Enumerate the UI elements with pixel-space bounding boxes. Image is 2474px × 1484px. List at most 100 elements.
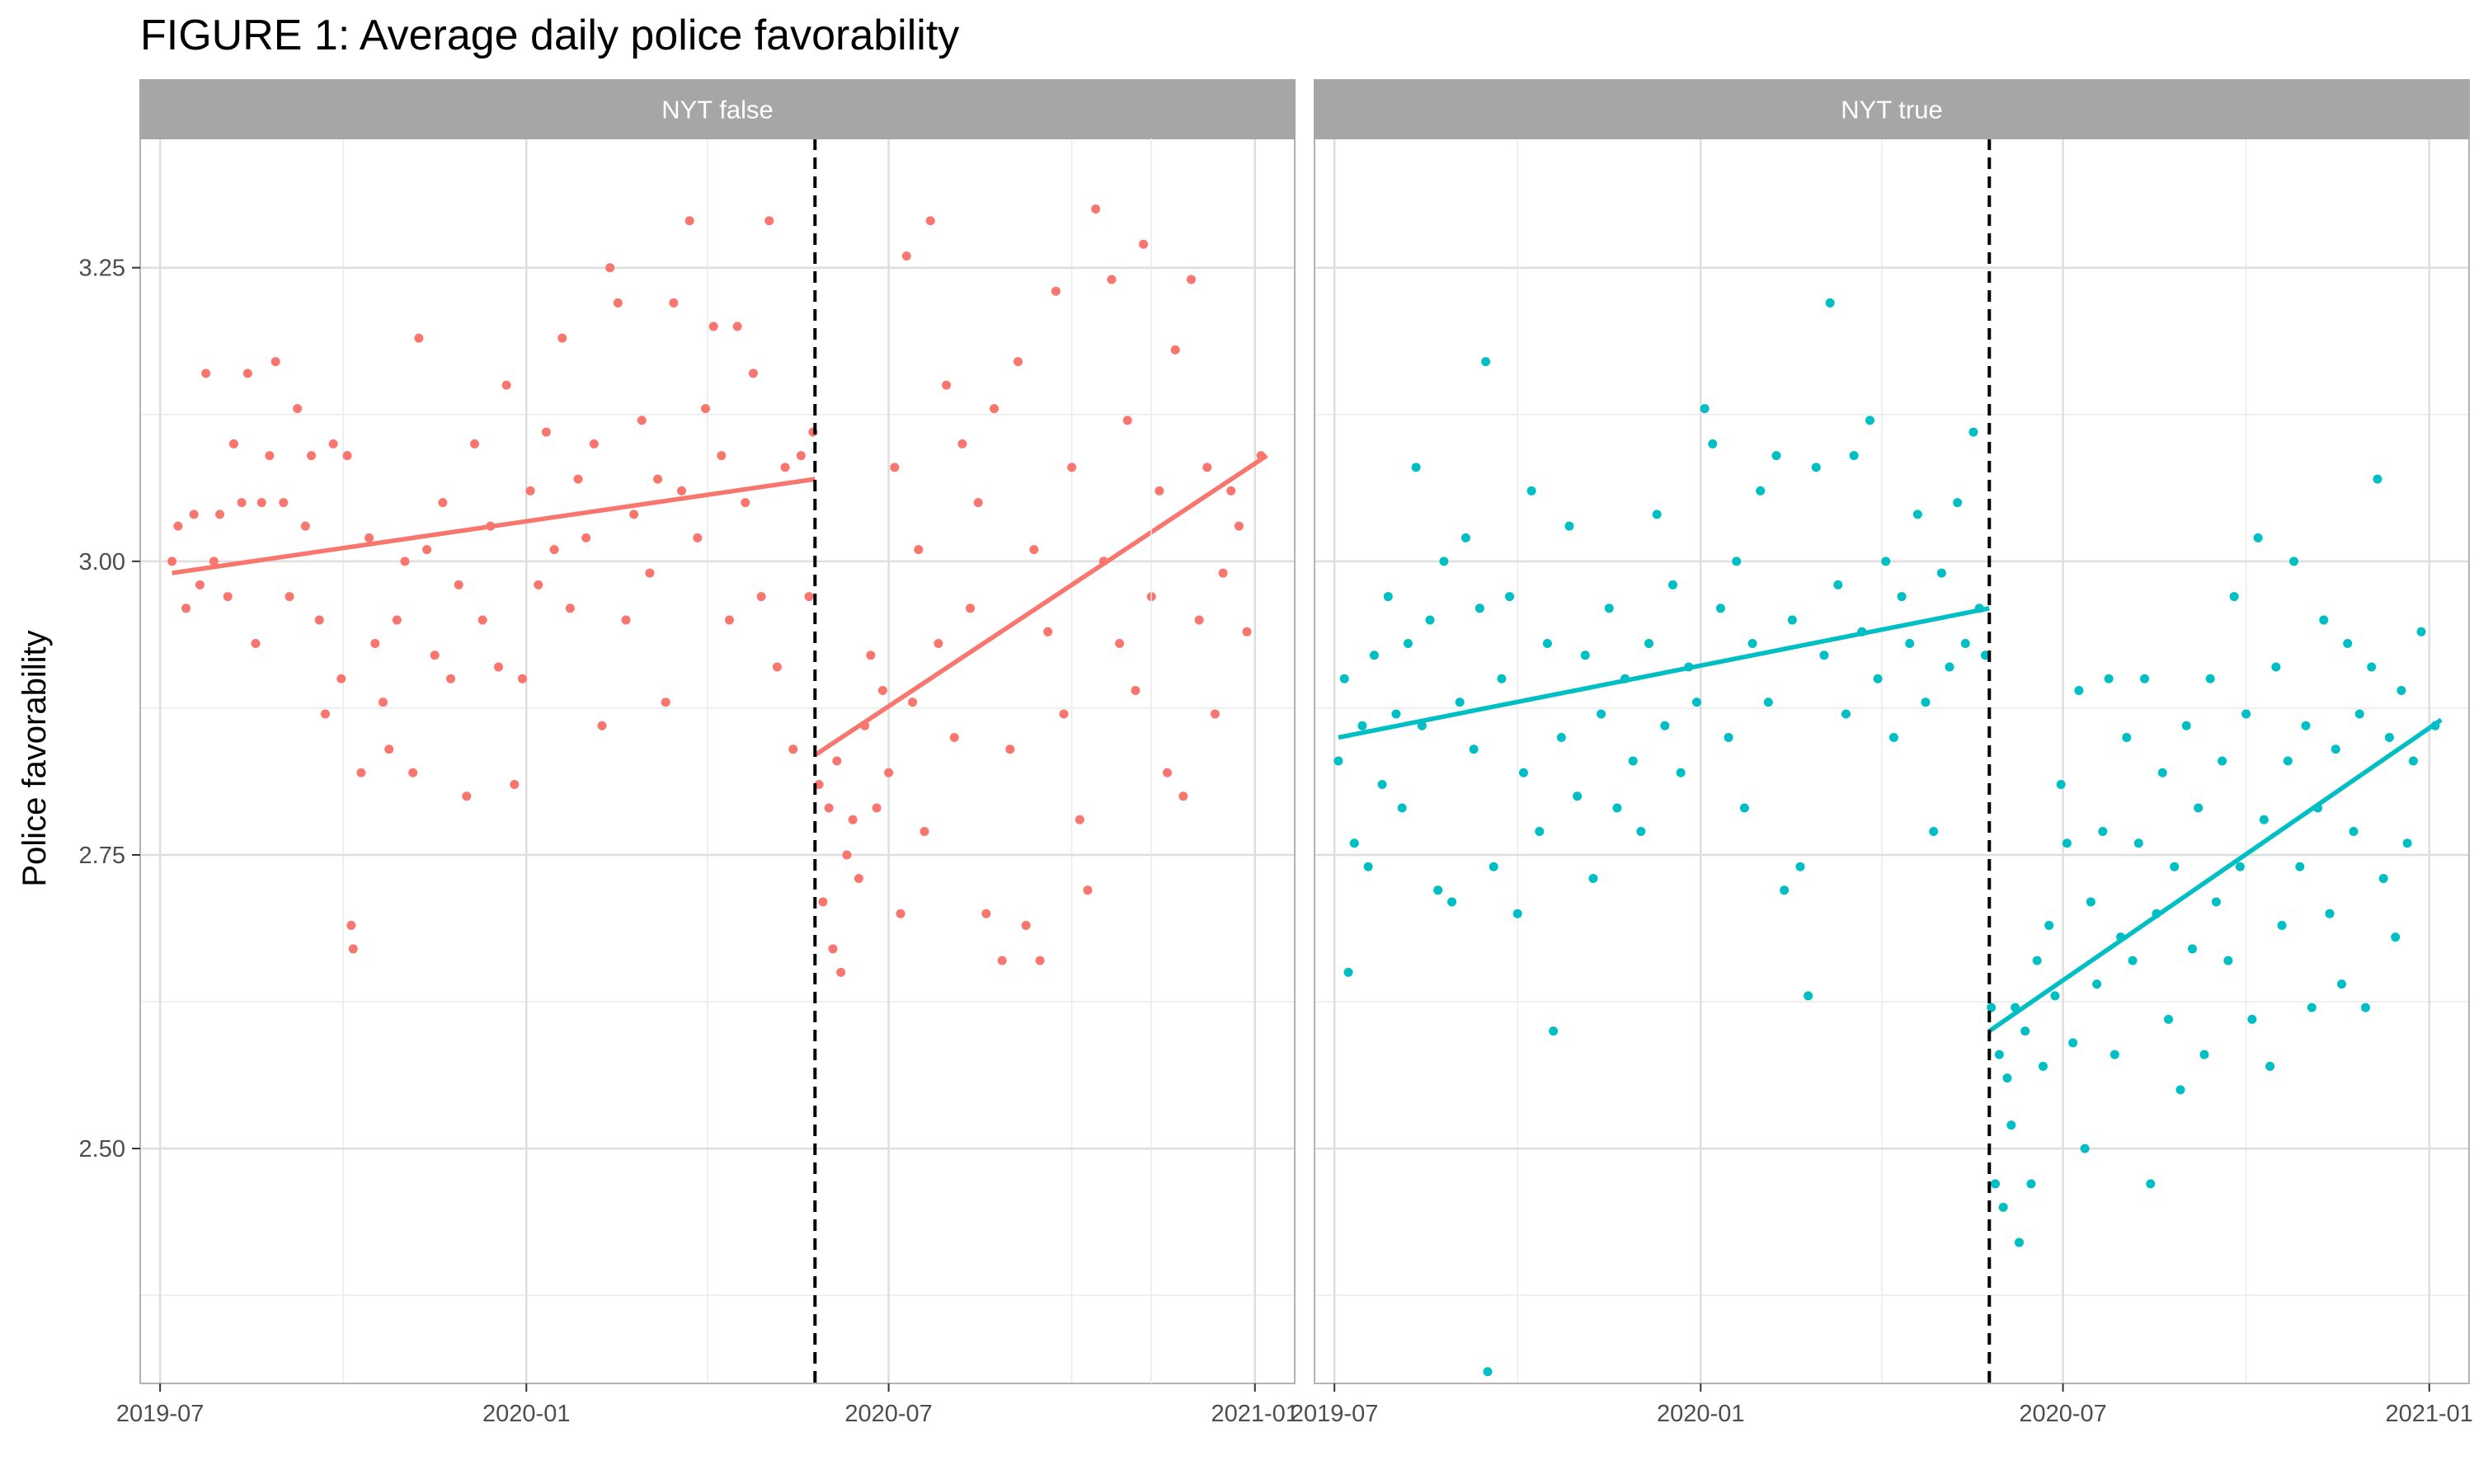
data-point xyxy=(1397,803,1407,813)
data-point xyxy=(1588,873,1598,883)
data-point xyxy=(2271,662,2281,672)
data-point xyxy=(2354,709,2364,719)
data-point xyxy=(493,662,503,672)
data-point xyxy=(314,615,324,625)
data-point xyxy=(2211,897,2221,907)
data-point xyxy=(1005,744,1015,754)
data-point xyxy=(1021,920,1031,930)
data-point xyxy=(1556,733,1566,743)
data-point xyxy=(365,533,374,542)
y-axis-label: Police favorability xyxy=(16,630,53,886)
data-point xyxy=(1756,486,1766,495)
data-point xyxy=(2080,1144,2090,1153)
data-point xyxy=(2295,862,2305,871)
data-point xyxy=(1994,1050,2004,1059)
data-point xyxy=(1732,556,1742,566)
data-point xyxy=(1811,463,1821,472)
data-point xyxy=(1542,639,1552,649)
data-point xyxy=(1075,815,1084,824)
data-point xyxy=(942,380,952,390)
data-point xyxy=(270,357,280,367)
data-point xyxy=(934,639,943,649)
data-point xyxy=(1242,627,1252,636)
data-point xyxy=(780,463,790,472)
data-point xyxy=(195,580,205,589)
data-point xyxy=(2044,920,2054,930)
data-point xyxy=(2122,733,2132,743)
data-point xyxy=(2194,803,2204,813)
data-point xyxy=(1425,615,1435,625)
y-tick-label: 2.75 xyxy=(79,843,125,869)
data-point xyxy=(534,580,543,589)
data-point xyxy=(167,556,177,566)
chart-title: FIGURE 1: Average daily police favorabil… xyxy=(140,12,959,59)
data-point xyxy=(1383,592,1393,602)
data-point xyxy=(708,322,718,331)
data-point xyxy=(818,897,828,907)
data-point xyxy=(517,674,527,683)
data-point xyxy=(279,498,289,508)
data-point xyxy=(1960,639,1970,649)
data-point xyxy=(470,439,480,448)
data-point xyxy=(1122,416,1132,425)
data-point xyxy=(2259,815,2269,824)
data-point xyxy=(920,826,929,836)
data-point xyxy=(2343,639,2353,649)
data-point xyxy=(1483,1367,1493,1377)
data-point xyxy=(1771,451,1781,461)
data-point xyxy=(549,545,559,555)
x-tick-label: 2019-07 xyxy=(116,1401,204,1427)
data-point xyxy=(814,779,824,789)
data-point xyxy=(1155,486,1164,495)
facet-panel-1: NYT false 2019-07 2020-01 2020-07 2021-01 2.5… xyxy=(79,79,1299,1427)
data-point xyxy=(2133,838,2143,848)
data-point xyxy=(565,603,575,613)
data-point xyxy=(621,615,631,625)
data-point xyxy=(1497,674,1507,683)
data-point xyxy=(300,521,310,531)
data-point xyxy=(2277,920,2287,930)
x-tick-label: 2020-01 xyxy=(482,1401,570,1427)
facet-panel-2: NYT true 2019-07 2020-01 2020-07 2021-01 xyxy=(1150,79,2473,1427)
data-point xyxy=(1363,862,1373,871)
data-point xyxy=(1210,709,1220,719)
data-point xyxy=(832,756,842,766)
facet-strip xyxy=(1314,79,2470,139)
data-point xyxy=(772,662,782,672)
data-point xyxy=(1708,439,1718,448)
data-point xyxy=(1763,697,1773,707)
data-point xyxy=(653,474,663,484)
data-point xyxy=(1369,650,1379,660)
data-point xyxy=(717,451,727,461)
data-point xyxy=(901,251,911,261)
data-point xyxy=(2140,674,2150,683)
data-point xyxy=(1905,639,1915,649)
data-point xyxy=(1013,357,1023,367)
data-point xyxy=(2307,1003,2316,1012)
data-point xyxy=(1865,416,1874,425)
data-point xyxy=(446,674,456,683)
data-point xyxy=(422,545,432,555)
data-point xyxy=(307,451,317,461)
data-point xyxy=(2187,944,2197,954)
data-point xyxy=(2325,909,2335,918)
data-point xyxy=(378,697,388,707)
data-point xyxy=(2223,956,2233,965)
data-point xyxy=(2229,592,2239,602)
data-point xyxy=(1035,956,1045,965)
data-point xyxy=(701,404,711,414)
data-point xyxy=(661,697,670,707)
x-tick-label: 2020-07 xyxy=(844,1401,932,1427)
facet-strip-label: NYT false xyxy=(661,96,774,124)
data-point xyxy=(2241,709,2251,719)
data-point xyxy=(2020,1026,2030,1036)
data-point xyxy=(1391,709,1401,719)
data-point xyxy=(2032,956,2042,965)
data-point xyxy=(2360,1003,2370,1012)
data-point xyxy=(256,498,266,508)
data-point xyxy=(1091,204,1101,214)
data-point xyxy=(613,298,623,308)
data-point xyxy=(1083,885,1093,895)
data-point xyxy=(693,533,703,542)
data-point xyxy=(1439,556,1449,566)
